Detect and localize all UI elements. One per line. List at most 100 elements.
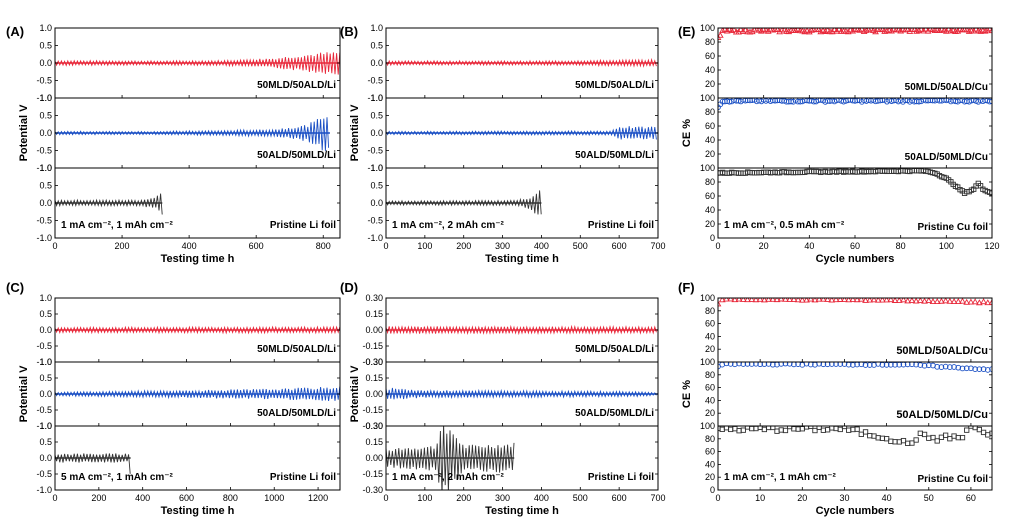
plot-area bbox=[718, 426, 992, 446]
data-point bbox=[887, 298, 895, 303]
y-axis-title: Potential V bbox=[349, 365, 361, 423]
series-label: 50MLD/50ALD/Cu bbox=[896, 345, 988, 357]
data-point bbox=[815, 298, 823, 302]
data-point bbox=[874, 298, 882, 303]
y-tick-label: 1.0 bbox=[39, 23, 52, 33]
x-tick-label: 400 bbox=[135, 493, 150, 503]
data-point bbox=[858, 362, 865, 368]
y-tick-label: -1.0 bbox=[36, 93, 52, 103]
y-tick-label: 0.15 bbox=[365, 373, 383, 383]
data-point bbox=[942, 363, 949, 370]
subplot-1: 20 40 60 80 100 50ALD/50MLD/Cu bbox=[700, 93, 993, 169]
data-point bbox=[920, 28, 927, 34]
data-point bbox=[816, 362, 823, 367]
y-tick-label: 100 bbox=[700, 293, 715, 303]
y-tick-label: 1.0 bbox=[39, 357, 52, 367]
data-point bbox=[854, 426, 860, 432]
data-point bbox=[951, 364, 957, 370]
y-tick-label: 0.5 bbox=[39, 309, 52, 319]
data-point bbox=[938, 434, 945, 440]
subplot-0: -1.0 -0.5 0.0 0.5 1.0 50MLD/50ALD/Li bbox=[36, 293, 341, 367]
y-axis-title: Potential V bbox=[18, 365, 30, 423]
data-point bbox=[801, 28, 809, 35]
data-point bbox=[739, 28, 747, 34]
subplot-0: 20 40 60 80 100 50MLD/50ALD/Cu bbox=[700, 23, 993, 99]
y-tick-label: 1.0 bbox=[39, 163, 52, 173]
y-axis-title: Potential V bbox=[18, 104, 30, 162]
data-point bbox=[837, 426, 843, 433]
y-tick-label: 0 bbox=[710, 233, 715, 243]
x-tick-label: 600 bbox=[179, 493, 194, 503]
data-point bbox=[921, 298, 928, 304]
y-tick-label: 60 bbox=[705, 383, 715, 393]
data-point bbox=[764, 28, 772, 34]
y-tick-label: -0.5 bbox=[36, 405, 52, 415]
condition-label: 1 mA cm⁻², 1 mAh cm⁻² bbox=[61, 220, 174, 231]
x-tick-label: 0 bbox=[52, 241, 57, 251]
data-point bbox=[913, 437, 919, 443]
series-label: 50ALD/50MLD/Li bbox=[257, 408, 336, 419]
data-point bbox=[721, 28, 729, 32]
data-point bbox=[816, 426, 822, 430]
x-tick-label: 1200 bbox=[308, 493, 328, 503]
data-point bbox=[959, 298, 966, 304]
y-tick-label: 0.0 bbox=[39, 128, 52, 138]
data-point bbox=[727, 298, 735, 302]
data-point bbox=[866, 298, 874, 303]
x-tick-label: 200 bbox=[456, 493, 471, 503]
y-tick-label: 100 bbox=[700, 357, 715, 367]
data-point bbox=[736, 362, 742, 367]
x-tick-label: 50 bbox=[924, 493, 934, 503]
series-label: 50MLD/50ALD/Cu bbox=[905, 82, 988, 93]
data-point bbox=[871, 433, 877, 439]
data-point bbox=[860, 28, 868, 34]
data-point bbox=[862, 429, 869, 435]
data-point bbox=[748, 28, 756, 35]
data-point bbox=[985, 432, 991, 438]
y-tick-label: 0.5 bbox=[370, 41, 383, 51]
data-point bbox=[879, 28, 886, 33]
y-tick-label: -1.0 bbox=[36, 485, 52, 495]
data-point bbox=[718, 300, 722, 307]
x-tick-label: 100 bbox=[417, 241, 432, 251]
data-point bbox=[980, 366, 987, 372]
y-tick-label: 0.5 bbox=[39, 41, 52, 51]
subplot-1: -0.30 -0.15 0.00 0.15 0.30 50ALD/50MLD/Li bbox=[362, 357, 659, 431]
data-point bbox=[774, 428, 780, 434]
y-tick-label: 0.00 bbox=[365, 325, 383, 335]
data-point bbox=[760, 298, 768, 303]
y-tick-label: -0.5 bbox=[36, 469, 52, 479]
data-point bbox=[883, 436, 890, 442]
data-point bbox=[905, 440, 911, 446]
series-label: 50ALD/50MLD/Li bbox=[257, 150, 336, 161]
data-point bbox=[988, 298, 992, 305]
series-label: 50ALD/50MLD/Cu bbox=[896, 409, 988, 421]
x-tick-label: 200 bbox=[456, 241, 471, 251]
x-tick-label: 300 bbox=[495, 493, 510, 503]
y-tick-label: 0.0 bbox=[370, 58, 383, 68]
data-point bbox=[778, 427, 784, 433]
data-point bbox=[731, 298, 739, 303]
data-point bbox=[805, 28, 813, 35]
y-tick-label: -0.5 bbox=[367, 146, 383, 156]
data-point bbox=[984, 299, 992, 306]
y-tick-label: -1.0 bbox=[367, 233, 383, 243]
series-label: 50ALD/50MLD/Cu bbox=[905, 152, 988, 163]
data-point bbox=[748, 362, 755, 367]
y-tick-label: 1.0 bbox=[39, 421, 52, 431]
plot-area bbox=[386, 57, 658, 68]
data-point bbox=[897, 28, 905, 34]
series-trace bbox=[55, 117, 330, 151]
data-point bbox=[892, 439, 898, 445]
plot-area bbox=[386, 324, 658, 336]
y-axis-title: CE % bbox=[681, 119, 693, 147]
data-point bbox=[946, 298, 954, 304]
y-tick-label: 60 bbox=[705, 121, 715, 131]
y-tick-label: -0.5 bbox=[36, 216, 52, 226]
y-tick-label: -1.0 bbox=[367, 163, 383, 173]
data-point bbox=[841, 298, 848, 303]
subplot-2: 0 20 40 60 80 100 Pristine Cu foil bbox=[700, 163, 993, 243]
data-point bbox=[904, 28, 911, 33]
data-point bbox=[739, 298, 747, 302]
x-tick-label: 10 bbox=[755, 493, 765, 503]
